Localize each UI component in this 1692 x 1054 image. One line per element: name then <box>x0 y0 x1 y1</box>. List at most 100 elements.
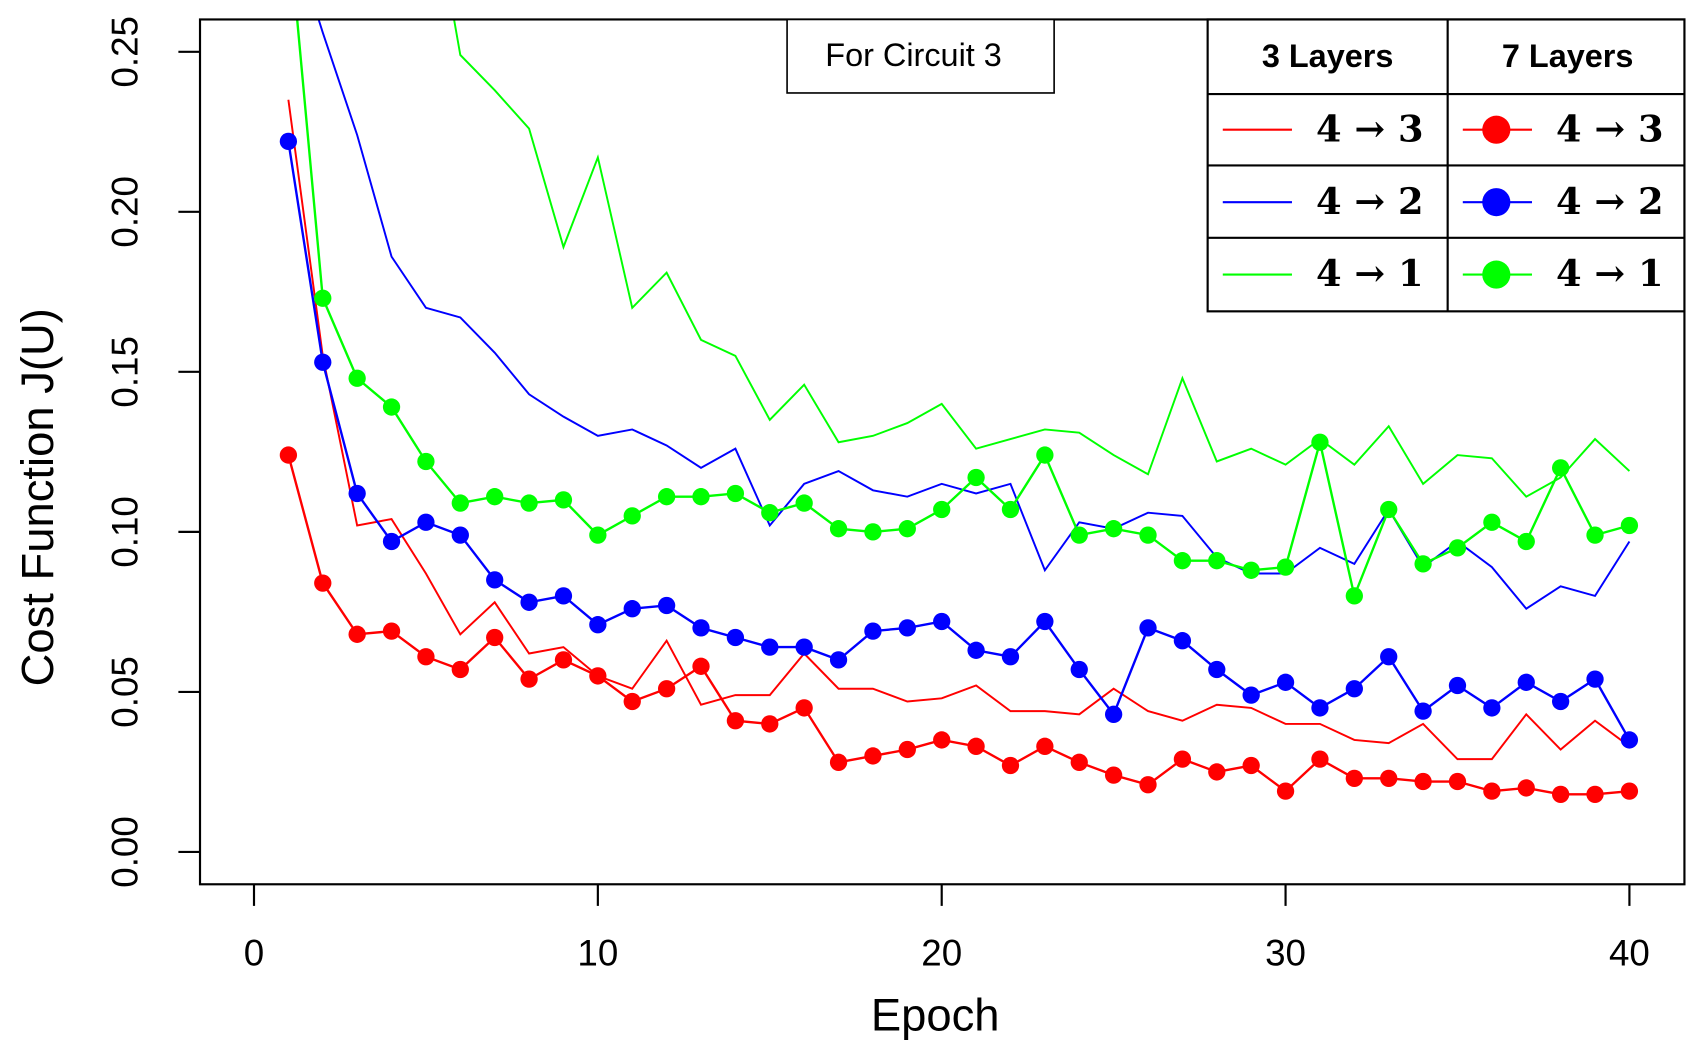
point <box>382 398 401 416</box>
point <box>348 625 366 643</box>
point <box>1173 632 1192 650</box>
point <box>864 622 882 640</box>
series-line <box>295 19 1630 600</box>
point <box>520 593 538 611</box>
point <box>795 494 813 512</box>
point <box>692 657 710 675</box>
x-tick-label: 20 <box>921 932 962 973</box>
point <box>382 532 401 551</box>
point <box>1104 705 1123 723</box>
point <box>1276 558 1295 576</box>
legend-label: 4 → 3 <box>1556 106 1664 150</box>
y-tick-label: 0.25 <box>104 16 145 88</box>
series-line <box>453 19 1631 498</box>
point <box>451 660 469 679</box>
point <box>1483 782 1501 800</box>
point <box>1001 500 1020 519</box>
point <box>1139 526 1157 544</box>
point <box>589 616 607 634</box>
point <box>451 526 469 544</box>
point <box>1517 532 1535 551</box>
point <box>967 468 985 487</box>
point <box>1036 737 1054 755</box>
point <box>1001 756 1020 775</box>
point <box>1414 555 1432 573</box>
point <box>1345 587 1363 605</box>
point <box>520 494 538 512</box>
point <box>1380 648 1398 666</box>
point <box>657 488 676 506</box>
point <box>692 619 710 637</box>
point <box>589 526 607 544</box>
point <box>1242 756 1260 775</box>
annotation-box <box>786 18 1055 94</box>
point <box>1551 692 1570 711</box>
point <box>1448 772 1467 791</box>
point <box>417 452 435 471</box>
point <box>417 648 435 666</box>
y-tick-label: 0.15 <box>104 336 145 408</box>
point <box>1620 731 1639 749</box>
point <box>554 587 573 605</box>
point <box>1551 785 1570 803</box>
point <box>314 353 332 371</box>
point <box>1173 750 1192 768</box>
series-line <box>287 454 1630 796</box>
point <box>1036 612 1054 631</box>
point <box>829 520 848 538</box>
legend-marker <box>1482 115 1511 144</box>
point <box>1242 561 1260 579</box>
point <box>1276 673 1295 691</box>
point <box>1208 660 1226 679</box>
point <box>314 289 332 307</box>
point <box>1208 552 1226 570</box>
point <box>761 715 779 733</box>
point <box>657 680 676 698</box>
point <box>829 753 848 771</box>
point <box>1345 680 1363 698</box>
point <box>726 484 745 503</box>
point <box>898 619 916 637</box>
point <box>623 692 641 711</box>
legend-header: 3 Layers <box>1262 38 1394 74</box>
point <box>1139 619 1157 637</box>
legend-label: 4 → 1 <box>1316 251 1424 295</box>
point <box>451 494 469 512</box>
point <box>1620 516 1639 535</box>
point <box>864 523 882 541</box>
point <box>1276 782 1295 800</box>
point <box>1380 500 1398 519</box>
legend-marker <box>1482 188 1511 217</box>
legend-label: 4 → 2 <box>1556 179 1664 223</box>
point <box>1104 520 1123 538</box>
point <box>1586 526 1604 544</box>
point <box>1414 702 1432 720</box>
point <box>657 596 676 615</box>
point <box>348 369 366 387</box>
x-tick-label: 0 <box>244 932 264 973</box>
legend-label: 4 → 2 <box>1316 179 1424 223</box>
point <box>486 571 504 589</box>
plot-area <box>279 19 1639 803</box>
point <box>1070 660 1088 679</box>
point <box>933 612 951 631</box>
point <box>1311 750 1329 768</box>
point <box>1104 766 1123 784</box>
y-axis-label: Cost Function J(U) <box>12 308 63 686</box>
point <box>554 651 573 669</box>
point <box>417 513 435 531</box>
point <box>279 132 298 151</box>
point <box>1483 513 1501 531</box>
point <box>348 484 366 503</box>
point <box>520 670 538 688</box>
point <box>554 491 573 509</box>
x-tick-label: 40 <box>1609 932 1650 973</box>
point <box>1483 699 1501 717</box>
y-tick-label: 0.05 <box>104 656 145 728</box>
point <box>1517 779 1535 797</box>
point <box>623 507 641 525</box>
point <box>898 740 916 759</box>
legend-label: 4 → 1 <box>1556 251 1664 295</box>
point <box>1620 782 1639 800</box>
